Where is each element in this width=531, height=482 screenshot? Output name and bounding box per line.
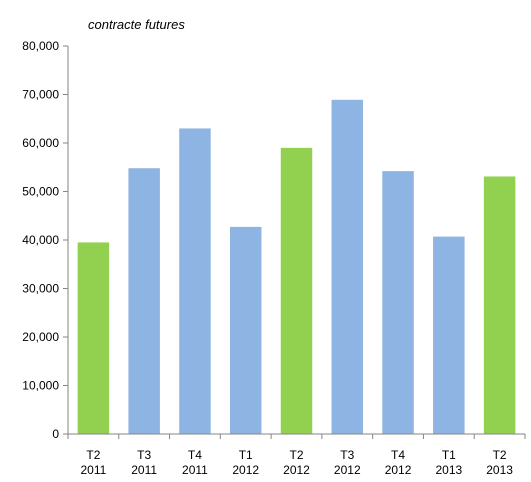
- bars: [77, 99, 516, 435]
- bar: [433, 236, 465, 434]
- x-tick-label: T4 2011: [182, 448, 208, 477]
- x-tick-label: T2 2012: [283, 448, 310, 477]
- y-tick-label: 60,000: [22, 136, 59, 150]
- x-tick-label: T4 2012: [385, 448, 412, 477]
- y-tick-label: 30,000: [22, 282, 59, 296]
- chart-unit-label: contracte futures: [88, 17, 185, 32]
- y-tick-label: 70,000: [22, 88, 59, 102]
- bar: [382, 171, 414, 434]
- y-tick-label: 10,000: [22, 379, 59, 393]
- bar: [483, 176, 516, 434]
- bar: [128, 168, 160, 434]
- y-tick-label: 20,000: [22, 330, 59, 344]
- bar: [331, 99, 364, 435]
- bar: [77, 242, 110, 434]
- x-tick-label: T2 2013: [486, 448, 513, 477]
- bar: [280, 147, 313, 434]
- bar: [179, 128, 211, 434]
- x-tick-label: T3 2011: [131, 448, 157, 477]
- bar: [229, 226, 262, 434]
- y-axis: 0 10,000 20,000 30,000 40,000 50,000 60,000 70,…: [22, 39, 69, 441]
- x-tick-label: T2 2011: [80, 448, 106, 477]
- x-tick-label: T1 2012: [232, 448, 259, 477]
- y-tick-label: 80,000: [22, 39, 59, 53]
- x-tick-label: T1 2013: [435, 448, 462, 477]
- y-tick-label: 50,000: [22, 185, 59, 199]
- x-tick-label: T3 2012: [334, 448, 361, 477]
- y-tick-label: 0: [52, 427, 59, 441]
- x-axis: T2 2011 T3 2011 T4 2011 T1 2012 T2 2012 T3 2012 T4 20…: [67, 433, 526, 477]
- y-tick-label: 40,000: [22, 233, 59, 247]
